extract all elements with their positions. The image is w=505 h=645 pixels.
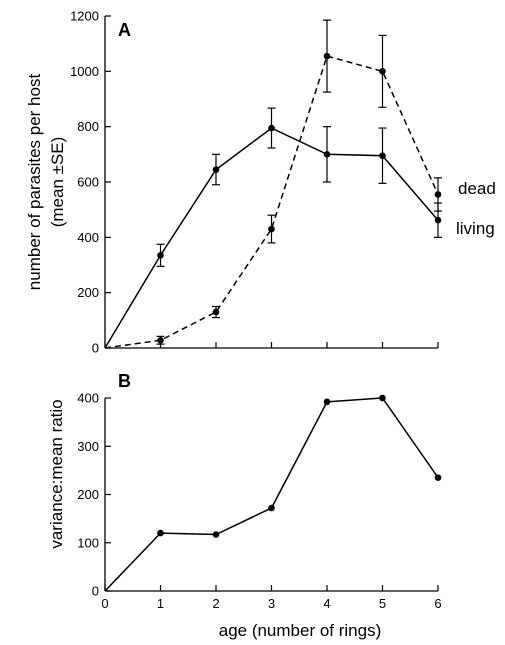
legend-living-label: living [456, 219, 495, 238]
panel-b-series-0-point [379, 394, 386, 402]
panel-a-dead-point [268, 225, 275, 233]
panel-a-dead-point [379, 68, 386, 75]
panel-b-series-0-line [104, 397, 439, 592]
panel-a-ylabel-line2: (mean ±SE) [48, 137, 67, 228]
panel-a-living-point [434, 216, 442, 224]
panel-a-living-point [268, 124, 275, 132]
panel-b: B variance:mean ratio age (number of rin… [47, 371, 442, 640]
panel-b-y-tick-label: 0 [92, 584, 99, 599]
panel-b-y-tick-label: 300 [77, 439, 99, 454]
panel-a-y-tick-label: 1200 [70, 9, 99, 24]
panel-b-series-0-point [268, 504, 275, 512]
x-tick-label: 0 [101, 596, 108, 611]
panel-a-y-tick-label: 1000 [70, 64, 99, 79]
panel-b-ylabel: variance:mean ratio [47, 399, 66, 548]
legend-dead-label: dead [458, 179, 496, 198]
panel-a-living-point [323, 151, 331, 158]
panel-a-dead-point [323, 52, 331, 60]
panel-a-y-tick-label: 0 [92, 341, 99, 356]
panel-a-living-point [379, 152, 386, 160]
panel-b-series-0-point [434, 474, 442, 481]
panel-a: A number of parasites per host (mean ±SE… [25, 9, 496, 356]
panel-a-y-tick-label: 800 [77, 119, 99, 134]
panel-a-y-tick-label: 400 [77, 230, 99, 245]
panel-a-living-point [157, 252, 164, 259]
panel-b-y-tick-label: 400 [77, 391, 99, 406]
panel-b-series-0-point [323, 398, 331, 406]
panel-a-dead-point [212, 308, 220, 316]
panel-a-y-tick-label: 200 [77, 285, 99, 300]
panel-a-dead-point [157, 336, 164, 344]
x-tick-label: 1 [157, 596, 164, 611]
panel-a-label: A [118, 20, 131, 40]
panel-b-label: B [118, 371, 131, 391]
panel-b-y-tick-label: 100 [77, 535, 99, 550]
panel-a-dead-line [104, 55, 439, 349]
x-tick-label: 4 [323, 596, 330, 611]
panel-a-dead-point [434, 191, 442, 198]
x-tick-label: 3 [268, 596, 275, 611]
x-axis-label: age (number of rings) [219, 621, 382, 640]
x-tick-label: 6 [434, 596, 441, 611]
panel-a-ylabel-line1: number of parasites per host [25, 74, 44, 291]
panel-b-y-tick-label: 200 [77, 487, 99, 502]
x-tick-label: 2 [212, 596, 219, 611]
x-tick-label: 5 [379, 596, 386, 611]
panel-a-y-tick-label: 600 [77, 175, 99, 190]
panel-a-living-point [212, 166, 220, 173]
panel-b-series-0-point [157, 529, 164, 537]
panel-b-series-0-point [212, 531, 220, 538]
